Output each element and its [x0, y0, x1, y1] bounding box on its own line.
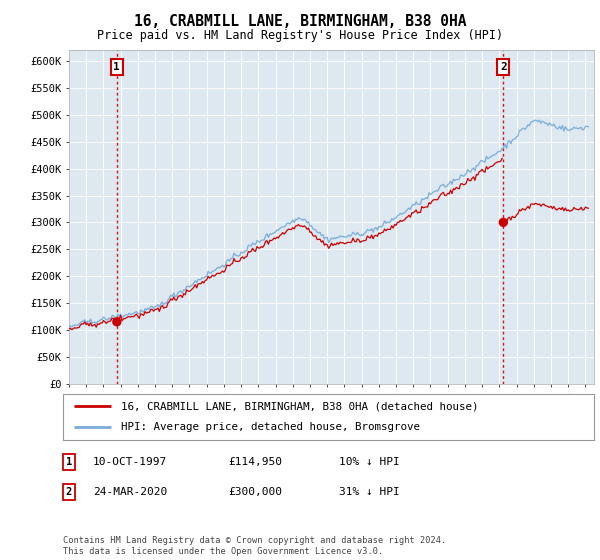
Text: 16, CRABMILL LANE, BIRMINGHAM, B38 0HA: 16, CRABMILL LANE, BIRMINGHAM, B38 0HA — [134, 14, 466, 29]
Text: 24-MAR-2020: 24-MAR-2020 — [93, 487, 167, 497]
Text: 31% ↓ HPI: 31% ↓ HPI — [339, 487, 400, 497]
Text: £300,000: £300,000 — [228, 487, 282, 497]
Text: 2: 2 — [66, 487, 72, 497]
Text: 10-OCT-1997: 10-OCT-1997 — [93, 457, 167, 467]
Text: 1: 1 — [113, 62, 120, 72]
Point — [499, 218, 508, 227]
Text: HPI: Average price, detached house, Bromsgrove: HPI: Average price, detached house, Brom… — [121, 422, 421, 432]
Text: Price paid vs. HM Land Registry's House Price Index (HPI): Price paid vs. HM Land Registry's House … — [97, 29, 503, 42]
Text: 10% ↓ HPI: 10% ↓ HPI — [339, 457, 400, 467]
Text: 16, CRABMILL LANE, BIRMINGHAM, B38 0HA (detached house): 16, CRABMILL LANE, BIRMINGHAM, B38 0HA (… — [121, 401, 479, 411]
Point — [112, 318, 122, 326]
Text: 2: 2 — [500, 62, 506, 72]
Text: Contains HM Land Registry data © Crown copyright and database right 2024.
This d: Contains HM Land Registry data © Crown c… — [63, 536, 446, 556]
Text: 1: 1 — [66, 457, 72, 467]
Text: £114,950: £114,950 — [228, 457, 282, 467]
